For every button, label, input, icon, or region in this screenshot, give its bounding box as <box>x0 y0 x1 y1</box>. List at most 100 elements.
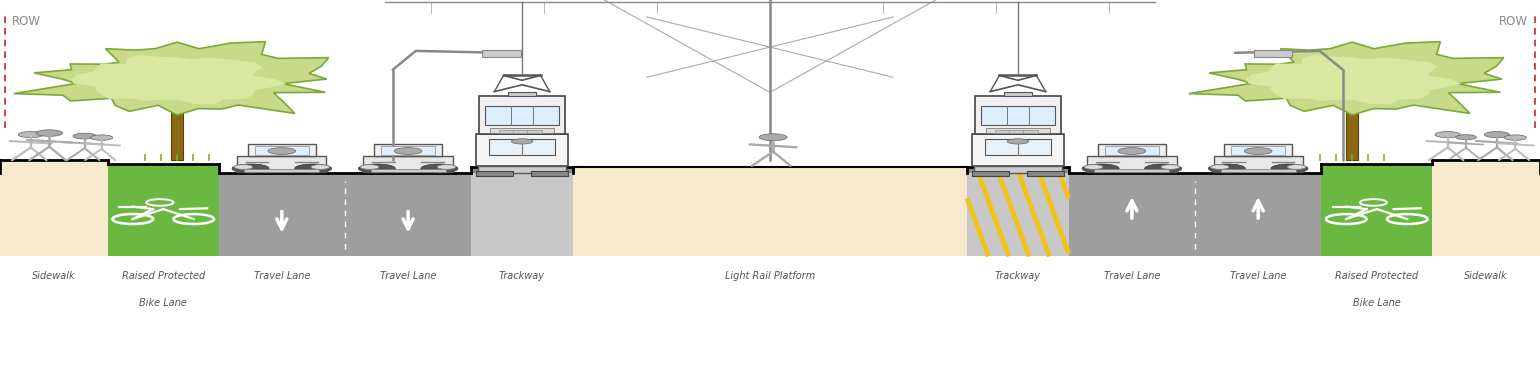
Bar <box>1023 130 1038 133</box>
Bar <box>1195 173 1321 256</box>
Text: Light Rail Platform: Light Rail Platform <box>725 271 815 282</box>
Bar <box>513 130 528 133</box>
Circle shape <box>1084 165 1103 169</box>
Circle shape <box>1209 164 1246 173</box>
Circle shape <box>233 164 270 173</box>
Circle shape <box>35 130 63 136</box>
Bar <box>1027 171 1064 176</box>
Bar <box>219 173 345 256</box>
Circle shape <box>437 165 456 169</box>
Circle shape <box>1270 164 1307 173</box>
Circle shape <box>359 164 396 173</box>
Bar <box>371 169 445 172</box>
Bar <box>1106 146 1158 155</box>
Bar <box>488 139 556 155</box>
Bar <box>477 166 567 173</box>
Text: Sidewalk: Sidewalk <box>1465 271 1508 282</box>
Bar <box>499 130 514 133</box>
Circle shape <box>1244 148 1272 155</box>
Bar <box>1004 92 1032 96</box>
Circle shape <box>18 132 43 138</box>
Text: Raised Protected: Raised Protected <box>122 271 205 282</box>
Text: Bike Lane: Bike Lane <box>1352 298 1401 308</box>
Bar <box>485 106 559 125</box>
Bar <box>984 139 1052 155</box>
Bar <box>972 135 1064 166</box>
Bar <box>479 96 565 135</box>
Bar <box>1087 156 1177 172</box>
Circle shape <box>1118 148 1146 155</box>
Bar <box>527 130 542 133</box>
Text: Travel Lane: Travel Lane <box>1104 271 1160 282</box>
Bar <box>0 173 108 256</box>
Bar <box>108 164 219 173</box>
Bar <box>482 50 521 57</box>
Bar <box>374 144 442 156</box>
Text: Travel Lane: Travel Lane <box>1230 271 1286 282</box>
Bar <box>1098 144 1166 156</box>
Bar <box>973 166 1063 173</box>
Bar <box>171 109 183 160</box>
Circle shape <box>1455 135 1477 140</box>
Bar <box>363 156 453 172</box>
Polygon shape <box>1189 41 1503 115</box>
Circle shape <box>360 165 379 169</box>
Bar <box>573 173 967 256</box>
Bar <box>986 128 1050 133</box>
Bar <box>1232 146 1284 155</box>
Circle shape <box>394 148 422 155</box>
Bar <box>1432 173 1540 256</box>
Bar <box>108 173 219 256</box>
Bar <box>256 146 308 155</box>
Bar <box>245 169 319 172</box>
Bar <box>476 171 513 176</box>
Bar <box>471 173 573 256</box>
Bar <box>476 135 568 166</box>
Bar <box>967 173 1069 256</box>
Circle shape <box>1485 132 1509 138</box>
Bar <box>237 156 326 172</box>
Polygon shape <box>14 41 328 115</box>
Text: Travel Lane: Travel Lane <box>254 271 310 282</box>
Bar <box>1224 144 1292 156</box>
Bar <box>1095 169 1169 172</box>
Circle shape <box>91 135 112 140</box>
Bar <box>1009 130 1024 133</box>
Circle shape <box>1435 132 1460 138</box>
Circle shape <box>72 133 97 139</box>
Text: ROW: ROW <box>1498 15 1528 28</box>
Circle shape <box>1210 165 1229 169</box>
Text: Sidewalk: Sidewalk <box>32 271 75 282</box>
Text: Bike Lane: Bike Lane <box>139 298 188 308</box>
Polygon shape <box>1246 55 1461 104</box>
Bar <box>490 128 554 133</box>
Bar <box>573 167 967 173</box>
Bar <box>981 106 1055 125</box>
Bar <box>1214 156 1303 172</box>
Circle shape <box>294 164 331 173</box>
Circle shape <box>268 148 296 155</box>
Circle shape <box>1083 164 1120 173</box>
Bar <box>1321 164 1432 173</box>
Circle shape <box>1144 164 1181 173</box>
Bar <box>1346 109 1358 160</box>
Bar <box>248 144 316 156</box>
Circle shape <box>1287 165 1306 169</box>
Text: Travel Lane: Travel Lane <box>380 271 436 282</box>
Bar <box>508 92 536 96</box>
Polygon shape <box>71 55 286 104</box>
Bar <box>1321 173 1432 256</box>
Circle shape <box>311 165 330 169</box>
Circle shape <box>1161 165 1180 169</box>
Circle shape <box>234 165 253 169</box>
Text: ROW: ROW <box>12 15 42 28</box>
Bar <box>975 96 1061 135</box>
Bar <box>1069 173 1195 256</box>
Bar <box>972 171 1009 176</box>
Bar <box>1221 169 1295 172</box>
Bar <box>967 167 1069 173</box>
Bar <box>382 146 434 155</box>
Bar <box>531 171 568 176</box>
Bar <box>1254 50 1292 57</box>
Circle shape <box>1007 139 1029 144</box>
